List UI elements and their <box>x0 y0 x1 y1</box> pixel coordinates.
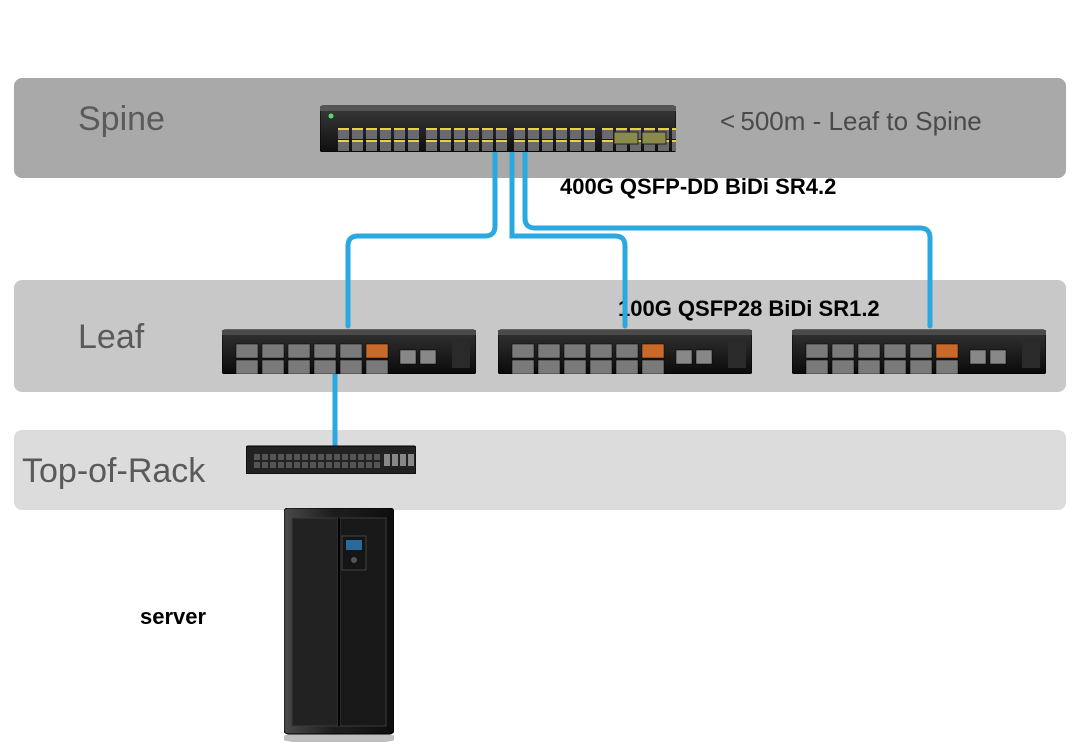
server-label: server <box>140 604 206 630</box>
tor-layer-label: Top-of-Rack <box>22 452 205 491</box>
leaf-switch-1 <box>222 326 476 374</box>
leaf-switch-3 <box>792 326 1046 374</box>
spine-layer-label: Spine <box>78 100 165 139</box>
server-rack <box>284 508 394 742</box>
link-400g-label: 400G QSFP-DD BiDi SR4.2 <box>560 174 836 200</box>
leaf-switch-2 <box>498 326 752 374</box>
tor-switch <box>246 444 416 474</box>
link-100g-label: 100G QSFP28 BiDi SR1.2 <box>618 296 880 322</box>
spine-distance-note: < 500m - Leaf to Spine <box>720 106 982 137</box>
spine-switch <box>320 102 676 152</box>
leaf-layer-label: Leaf <box>78 318 144 357</box>
